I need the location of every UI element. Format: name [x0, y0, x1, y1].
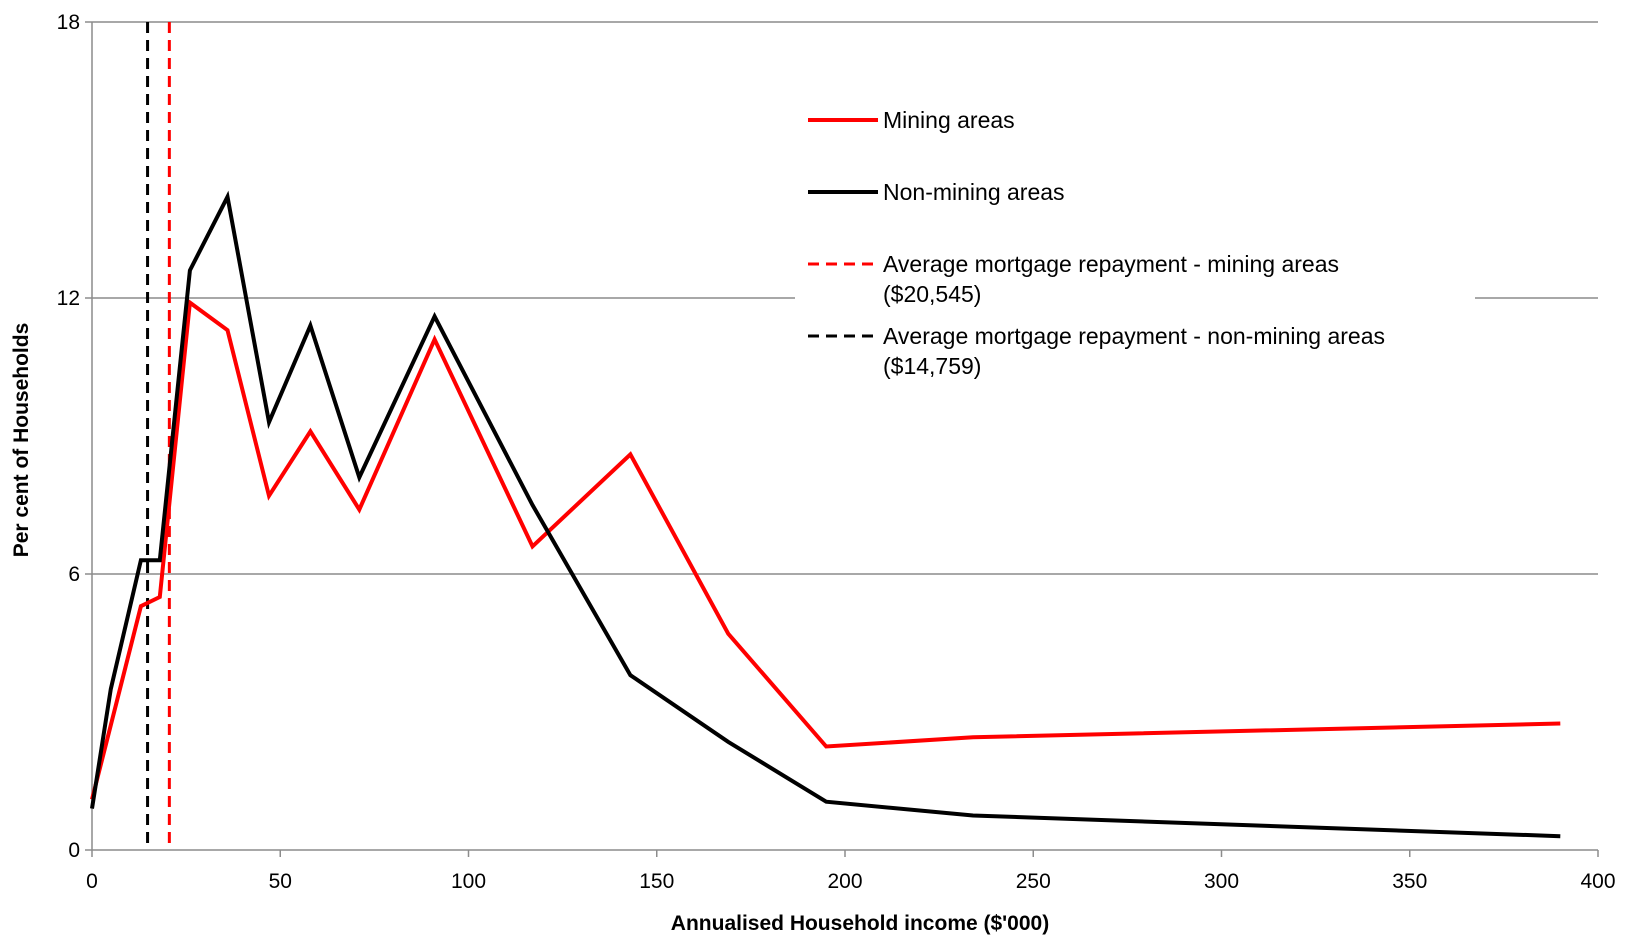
legend-background	[795, 92, 1475, 392]
tick-labels: 0 6 12 18 0 50 100 150 200 250 300 350 400	[57, 11, 1616, 893]
reference-lines	[146, 22, 171, 850]
legend-value-mortgage-mining: ($20,545)	[883, 281, 981, 307]
x-tick-label-250: 250	[1016, 870, 1051, 893]
x-tick-label-50: 50	[269, 870, 292, 893]
y-tick-label-18: 18	[57, 11, 80, 34]
x-tick-label-100: 100	[451, 870, 486, 893]
series-line-0	[90, 298, 1561, 800]
y-tick-label-12: 12	[57, 287, 80, 310]
y-axis-title: Per cent of Households	[10, 323, 33, 558]
x-axis-title: Annualised Household income ($'000)	[671, 912, 1049, 935]
y-tick-label-0: 0	[68, 839, 80, 862]
axis-layer	[85, 21, 1599, 857]
legend: Mining areas Non-mining areas Average mo…	[795, 92, 1475, 392]
series-layer	[90, 190, 1561, 839]
y-tick-label-6: 6	[68, 563, 80, 586]
x-tick-label-400: 400	[1580, 870, 1615, 893]
legend-label-non-mining: Non-mining areas	[883, 179, 1065, 205]
x-tick-label-200: 200	[827, 870, 862, 893]
legend-label-mining: Mining areas	[883, 107, 1015, 133]
legend-value-mortgage-non-mining: ($14,759)	[883, 353, 981, 379]
x-tick-label-300: 300	[1204, 870, 1239, 893]
legend-label-mortgage-non-mining: Average mortgage repayment - non-mining …	[883, 323, 1385, 379]
legend-label-mortgage-mining: Average mortgage repayment - mining area…	[883, 251, 1339, 307]
x-tick-label-350: 350	[1392, 870, 1427, 893]
x-tick-label-0: 0	[86, 870, 98, 893]
series-line-1	[90, 190, 1561, 839]
x-tick-label-150: 150	[639, 870, 674, 893]
